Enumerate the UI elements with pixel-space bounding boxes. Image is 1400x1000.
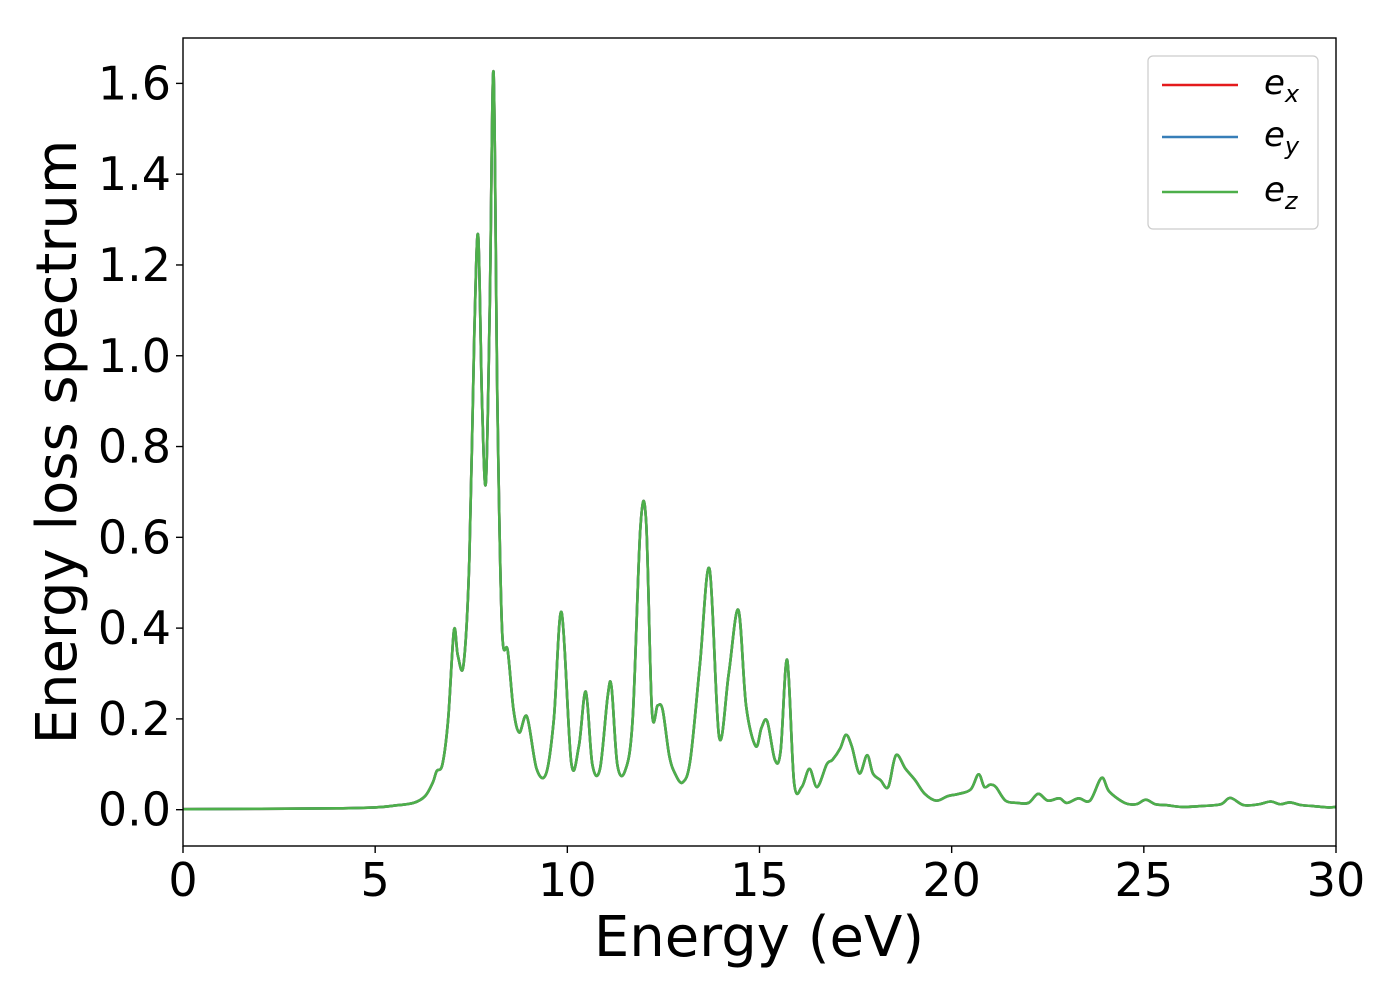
legend-label-ey: ey [1264, 115, 1300, 160]
x-tick-label: 25 [1115, 853, 1174, 907]
y-tick-label: 0.0 [98, 783, 171, 837]
y-tick-label: 1.4 [98, 147, 171, 201]
y-tick-label: 1.6 [98, 56, 171, 110]
x-tick-label: 0 [168, 853, 197, 907]
legend-label-ez: ez [1264, 170, 1299, 215]
legend-box [1147, 55, 1319, 230]
legend-label-ex: ex [1264, 63, 1300, 108]
y-axis-ticks: 0.0 0.2 0.4 0.6 0.8 1.0 1.2 1.4 1.6 [98, 56, 183, 837]
x-tick-label: 10 [538, 853, 597, 907]
series-layer [182, 70, 1337, 811]
x-axis-label: Energy (eV) [594, 905, 924, 970]
y-tick-label: 1.0 [98, 329, 171, 383]
x-tick-label: 30 [1307, 853, 1366, 907]
x-tick-label: 15 [730, 853, 789, 907]
y-tick-label: 1.2 [98, 238, 171, 292]
y-tick-label: 0.8 [98, 420, 171, 474]
legend: ex ey ez [1147, 55, 1319, 230]
x-tick-label: 5 [361, 853, 390, 907]
x-tick-label: 20 [922, 853, 981, 907]
x-axis-ticks: 0 5 10 15 20 25 30 [168, 846, 1365, 907]
series-line-ez [182, 70, 1337, 811]
y-tick-label: 0.4 [98, 601, 171, 655]
y-tick-label: 0.2 [98, 692, 171, 746]
y-axis-label: Energy loss spectrum [25, 140, 90, 745]
y-tick-label: 0.6 [98, 510, 171, 564]
